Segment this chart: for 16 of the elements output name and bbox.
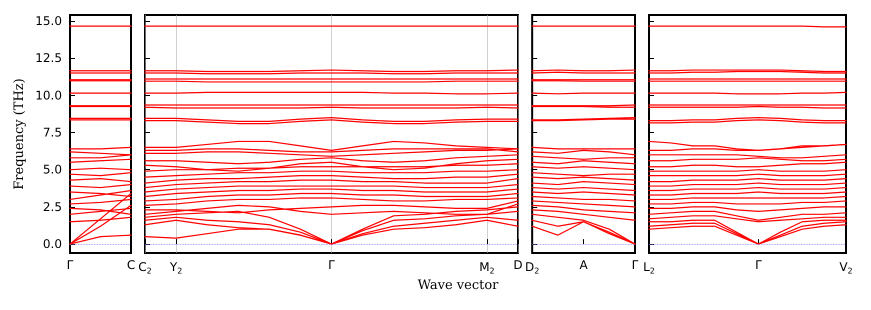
x-tick-label: C — [126, 258, 136, 272]
y-tick-label: 10.0 — [35, 88, 62, 102]
x-tick-label: A — [579, 258, 588, 272]
y-tick-label: 0.0 — [42, 237, 62, 252]
y-tick-label: 2.5 — [42, 200, 62, 214]
x-tick-label: Γ — [632, 258, 639, 272]
y-tick-label: 12.5 — [35, 51, 62, 66]
x-tick-label: Γ — [66, 258, 74, 272]
y-tick-label: 7.5 — [42, 126, 62, 140]
x-tick-label: D — [513, 258, 523, 272]
y-tick-label: 15.0 — [35, 14, 62, 28]
x-tick-label: Γ — [328, 258, 336, 272]
x-axis-title: Wave vector — [416, 278, 500, 293]
y-axis-title: Frequency (THz) — [12, 78, 27, 190]
y-tick-label: 5.0 — [42, 162, 62, 177]
x-tick-label: Γ — [755, 258, 762, 272]
